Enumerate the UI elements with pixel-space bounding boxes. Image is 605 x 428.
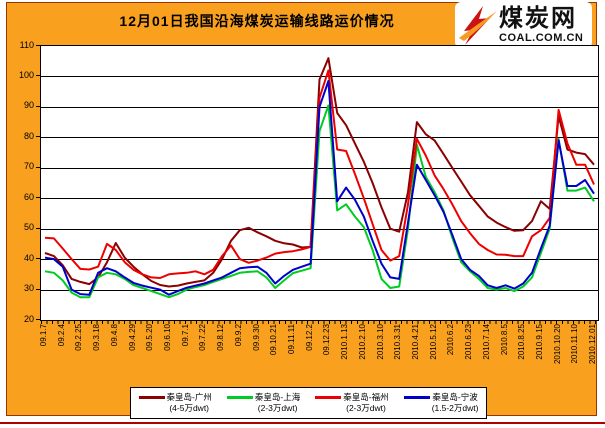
chart-title: 12月01日我国沿海煤炭运输线路运价情况 <box>119 13 395 29</box>
x-axis-label: 2010.9.15 <box>534 324 544 360</box>
y-axis-label: 30 <box>23 283 34 294</box>
x-axis-label: 09.2.25 <box>74 324 84 351</box>
y-axis-tick <box>36 258 40 260</box>
x-axis-label: 09.6.10 <box>163 324 172 351</box>
coal-logo-icon <box>459 6 497 45</box>
y-axis-label: 80 <box>23 130 34 141</box>
x-axis-label: 2010.5.12 <box>428 324 438 360</box>
legend-item-3: 秦皇岛-宁波 (1.5-2万dwt) <box>403 392 479 414</box>
coal-logo: 煤炭网 COAL.COM.CN <box>455 2 592 48</box>
y-axis-label: 110 <box>19 39 34 50</box>
x-axis-ticks <box>41 320 598 324</box>
x-axis-label: 2010.6.2 <box>446 324 456 356</box>
gridline-30 <box>41 289 598 291</box>
legend-label: 秦皇岛-广州 (4-5万dwt) <box>166 392 212 414</box>
x-axis-label: 09.7.1 <box>180 324 190 347</box>
gridline-40 <box>41 259 598 261</box>
y-axis-label: 90 <box>23 100 34 111</box>
legend-line-sample <box>315 396 342 399</box>
legend-label: 秦皇岛-上海 (2-3万dwt) <box>254 392 301 414</box>
x-axis-label: 2010.3.31 <box>393 324 403 360</box>
x-axis-label: 09.5.20 <box>145 324 155 351</box>
x-axis-label: 09.11.11 <box>286 324 296 354</box>
x-axis-label: 2010.7.14 <box>481 324 491 360</box>
gridline-50 <box>41 228 598 230</box>
y-axis-tick <box>36 75 40 77</box>
x-axis-label: 2010.12.01 <box>588 324 597 365</box>
series-line-3 <box>44 80 595 296</box>
logo-name: 煤炭网 <box>499 4 577 32</box>
y-axis-tick <box>36 136 40 138</box>
y-axis-label: 60 <box>23 191 34 202</box>
x-axis-label: 2010.4.21 <box>410 324 420 360</box>
y-axis-label: 50 <box>23 222 34 233</box>
series-line-2 <box>44 69 595 279</box>
x-axis-label: 2010.6.23 <box>464 324 473 360</box>
logo-url: COAL.COM.CN <box>499 31 584 44</box>
y-axis-tick <box>36 197 40 199</box>
legend-line-sample <box>138 396 165 399</box>
series-lines <box>44 57 595 299</box>
y-axis-tick <box>36 105 40 107</box>
y-axis-tick <box>36 166 40 168</box>
x-axis-label: 09.9.30 <box>251 324 261 351</box>
y-axis-tick <box>36 227 40 229</box>
legend-item-1: 秦皇岛-上海 (2-3万dwt) <box>226 392 301 414</box>
x-axis-label: 2010.8.5 <box>499 324 509 356</box>
x-axis-label: 09.3.18 <box>92 324 102 351</box>
x-axis-label: 09.8.12 <box>216 324 226 351</box>
gridline-60 <box>41 198 598 200</box>
x-axis-label: 09.7.22 <box>198 324 208 351</box>
legend-label: 秦皇岛-福州 (2-3万dwt) <box>343 392 389 414</box>
x-axis-label: 2010.2.10 <box>357 324 367 360</box>
y-axis-label: 40 <box>23 252 34 263</box>
plot-area <box>40 45 599 321</box>
x-axis-label: 09.4.8 <box>109 324 119 347</box>
x-axis-label: 2010.1.13 <box>340 324 350 360</box>
x-axis-label: 09.12.2 <box>304 324 314 351</box>
x-axis-label: 2010.10.20 <box>552 324 562 365</box>
legend-item-2: 秦皇岛-福州 (2-3万dwt) <box>315 392 389 414</box>
x-axis-label: 2010.8.25 <box>517 324 527 360</box>
bottom-rule <box>0 422 605 424</box>
x-axis-label: 09.12.23 <box>322 324 332 356</box>
legend-line-sample <box>403 396 430 399</box>
x-axis-label: 09.9.2 <box>233 324 243 347</box>
y-axis-label: 70 <box>23 161 34 172</box>
legend-line-sample <box>226 396 253 399</box>
series-line-1 <box>44 104 595 299</box>
x-axis-label: 09.2.4 <box>56 324 66 347</box>
y-axis-tick <box>36 319 40 320</box>
legend-item-0: 秦皇岛-广州 (4-5万dwt) <box>138 392 212 414</box>
legend-label: 秦皇岛-宁波 (1.5-2万dwt) <box>431 392 479 414</box>
x-axis-label: 09.10.21 <box>269 324 279 356</box>
series-line-0 <box>44 57 595 288</box>
gridline-70 <box>41 167 598 169</box>
x-axis-label: 09.4.29 <box>127 324 137 351</box>
x-axis-label: 2010.3.10 <box>375 324 385 360</box>
y-axis-label: 100 <box>18 69 34 80</box>
logo-text: 煤炭网 COAL.COM.CN <box>499 4 584 44</box>
y-axis-label: 20 <box>23 313 34 324</box>
x-axis-label: 2010.11.10 <box>570 324 580 364</box>
x-axis-label: 09.1.7 <box>39 324 48 347</box>
y-axis-tick <box>36 288 40 290</box>
y-axis-tick <box>36 45 40 46</box>
gridline-100 <box>41 76 598 78</box>
legend: 秦皇岛-广州 (4-5万dwt) 秦皇岛-上海 (2-3万dwt) 秦皇岛-福州 (2-3… <box>130 387 487 419</box>
